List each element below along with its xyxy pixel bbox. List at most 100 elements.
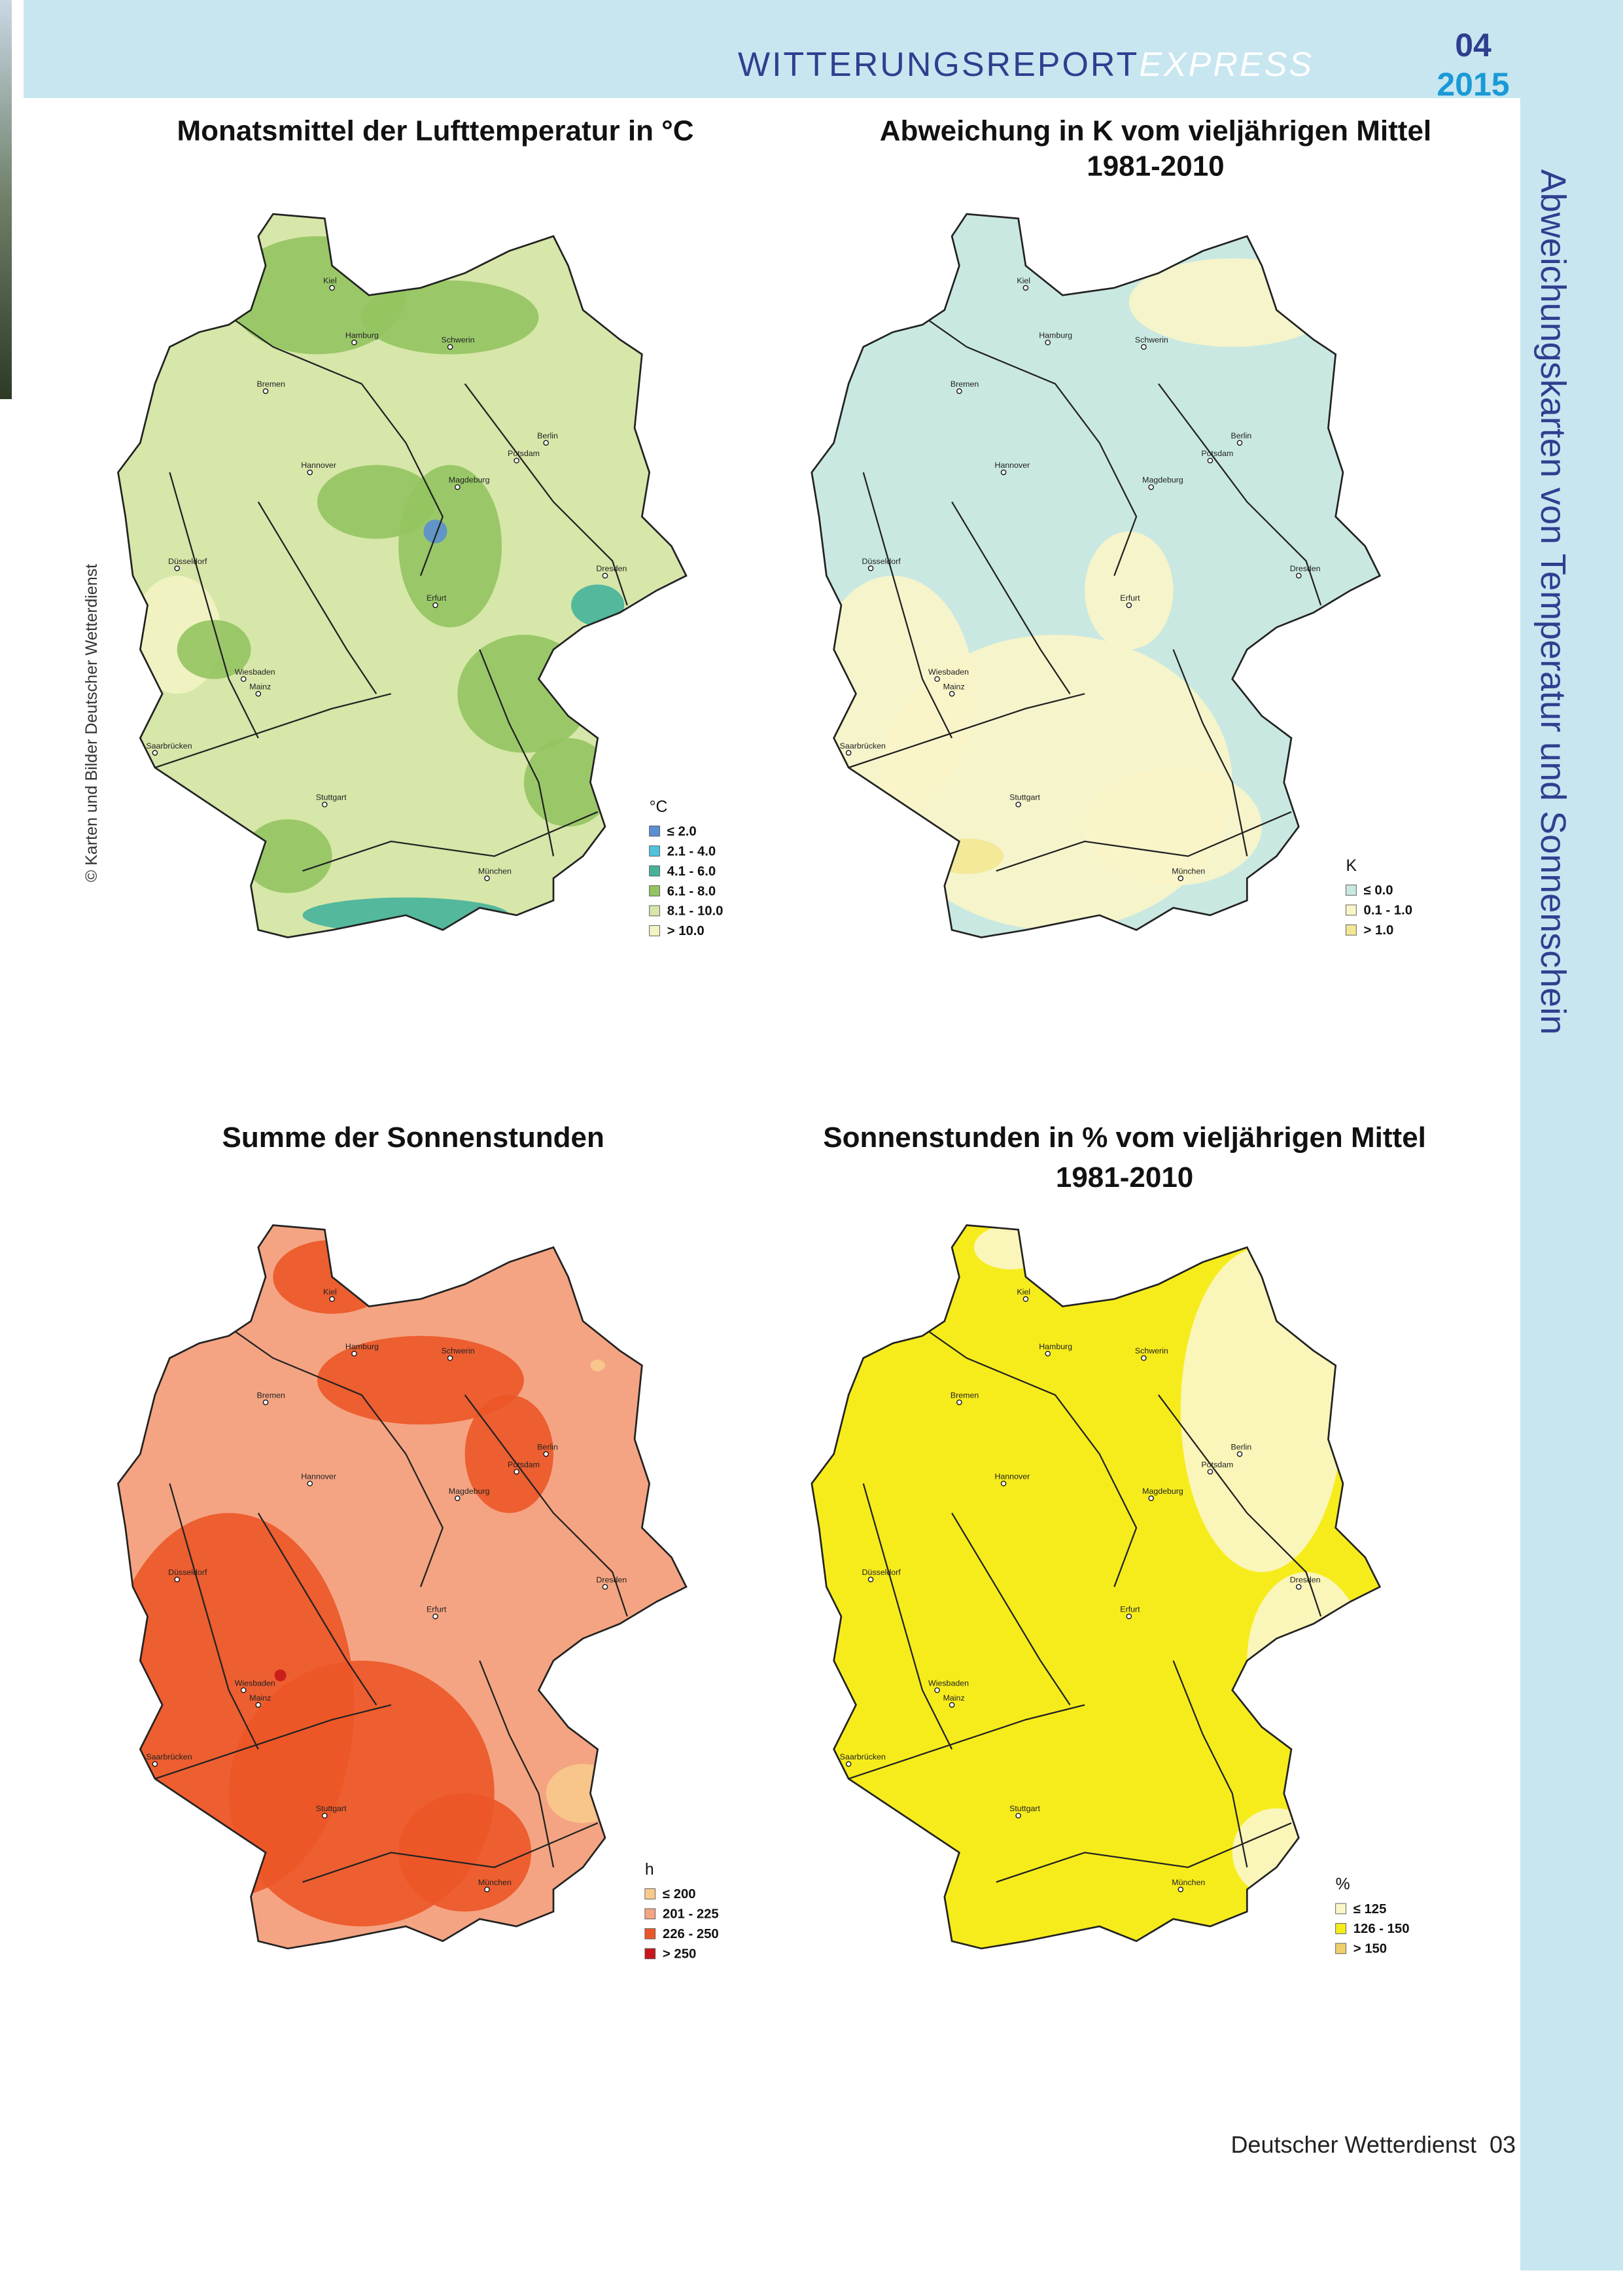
city-dot: [1207, 1468, 1213, 1475]
city-dot: [602, 1583, 608, 1590]
legend-swatch: [1346, 885, 1357, 896]
city-label: Stuttgart: [1009, 1804, 1040, 1813]
legend-swatch: [1335, 1923, 1346, 1934]
city-label: München: [478, 1878, 512, 1887]
map-title: Abweichung in K vom vieljährigen Mittel: [880, 115, 1431, 147]
city-dot: [240, 676, 247, 682]
city-dot: [1000, 469, 1007, 476]
map-title: Monatsmittel der Lufttemperatur in °C: [177, 115, 693, 147]
city-dot: [432, 602, 438, 609]
city-label: Saarbrücken: [146, 741, 192, 751]
city-label: Erfurt: [1120, 1605, 1140, 1614]
city-label: Hannover: [995, 461, 1030, 470]
city-label: Dresden: [596, 564, 627, 573]
city-label: Potsdam: [1201, 1460, 1233, 1469]
city-dot: [255, 1702, 262, 1708]
city-dot: [514, 1468, 519, 1475]
map-region: [1261, 664, 1321, 724]
legend-label: > 150: [1353, 1942, 1387, 1956]
issue-year: 2015: [1437, 66, 1509, 103]
city-dot: [934, 676, 940, 682]
river: [464, 383, 628, 606]
city-label: Magdeburg: [449, 1487, 490, 1496]
city-dot: [949, 1702, 955, 1708]
map-region: [274, 1669, 287, 1682]
map-panel: Summe der Sonnenstunden Kiel Hamburg Schwer…: [117, 1122, 719, 1962]
river: [996, 1822, 1292, 1883]
city-dot: [845, 750, 852, 756]
legend-swatch: [649, 825, 660, 837]
legend-label: 8.1 - 10.0: [667, 904, 724, 919]
city-dot: [174, 565, 181, 571]
map-fill: [118, 214, 687, 938]
city-dot: [1141, 1355, 1147, 1361]
river: [257, 1512, 377, 1706]
legend-swatch: [644, 1888, 656, 1899]
river: [198, 1305, 444, 1587]
map-region: [361, 280, 539, 355]
report-title: WITTERUNGSREPORT: [738, 46, 1139, 84]
city-label: Kiel: [1017, 1288, 1030, 1297]
legend-swatch: [649, 865, 660, 877]
city-dot: [1295, 573, 1302, 579]
legend-label: ≤ 0.0: [1364, 883, 1393, 898]
river: [848, 1704, 1085, 1780]
map: Kiel Hamburg Schwerin Bremen Berlin Potsdam Ha…: [117, 213, 724, 938]
legend-unit: °C: [650, 798, 668, 816]
legend-label: 4.1 - 6.0: [667, 864, 716, 879]
city-label: Schwerin: [442, 335, 475, 344]
city-dot: [867, 565, 874, 571]
map-title: Sonnenstunden in % vom vieljährigen Mitt…: [823, 1122, 1426, 1154]
river: [169, 1483, 259, 1750]
city-dot: [1015, 802, 1021, 807]
river: [951, 1512, 1071, 1706]
map: Kiel Hamburg Schwerin Bremen Berlin Potsdam Ha…: [811, 1224, 1410, 1956]
publisher: Deutscher Wetterdienst: [1230, 2131, 1476, 2158]
city-label: Bremen: [257, 1390, 285, 1400]
city-dot: [174, 1576, 181, 1583]
map-fill: [118, 1225, 687, 1949]
map-region: [590, 1359, 605, 1371]
city-dot: [1015, 1812, 1021, 1819]
city-dot: [1236, 1451, 1243, 1457]
city-label: Kiel: [323, 1288, 337, 1297]
report-title-suffix: EXPRESS: [1139, 46, 1314, 84]
city-label: Wiesbaden: [928, 1678, 969, 1687]
city-label: Düsseldorf: [168, 557, 207, 566]
city-label: Dresden: [1290, 564, 1321, 573]
map-region: [317, 1335, 524, 1425]
city-label: Mainz: [943, 1693, 965, 1703]
city-label: Düsseldorf: [862, 557, 901, 566]
city-dot: [543, 440, 550, 446]
map-title: 1981-2010: [1087, 150, 1224, 183]
city-label: Bremen: [951, 1390, 979, 1400]
city-dot: [152, 750, 158, 756]
river: [464, 1394, 628, 1617]
legend: h ≤ 200 201 - 225 226 - 250 > 250: [644, 1861, 719, 1962]
header-band: [24, 0, 1623, 98]
map-region: [1085, 768, 1262, 886]
map-region: [243, 819, 332, 893]
city-label: Wiesbaden: [235, 1678, 275, 1687]
legend-swatch: [644, 1948, 656, 1960]
city-label: Wiesbaden: [235, 667, 275, 677]
map-region: [398, 465, 502, 627]
map-region: [1232, 1808, 1321, 1897]
map-outline: [811, 213, 1382, 938]
map-outline: [117, 1224, 688, 1950]
river: [862, 472, 953, 739]
map-fill: [811, 214, 1380, 938]
legend-swatch: [1346, 904, 1357, 916]
city-dot: [1045, 340, 1051, 345]
city-label: Wiesbaden: [928, 667, 969, 677]
city-label: Hamburg: [1039, 331, 1072, 340]
legend-label: 2.1 - 4.0: [667, 844, 716, 858]
city-label: Dresden: [1290, 1575, 1321, 1584]
city-dot: [1022, 285, 1029, 291]
river: [951, 501, 1071, 694]
map-panels: Monatsmittel der Lufttemperatur in °C Kie…: [117, 115, 1431, 1962]
city-dot: [543, 1451, 550, 1457]
credit: © Karten und Bilder Deutscher Wetterdien…: [82, 564, 101, 882]
river: [154, 693, 392, 769]
